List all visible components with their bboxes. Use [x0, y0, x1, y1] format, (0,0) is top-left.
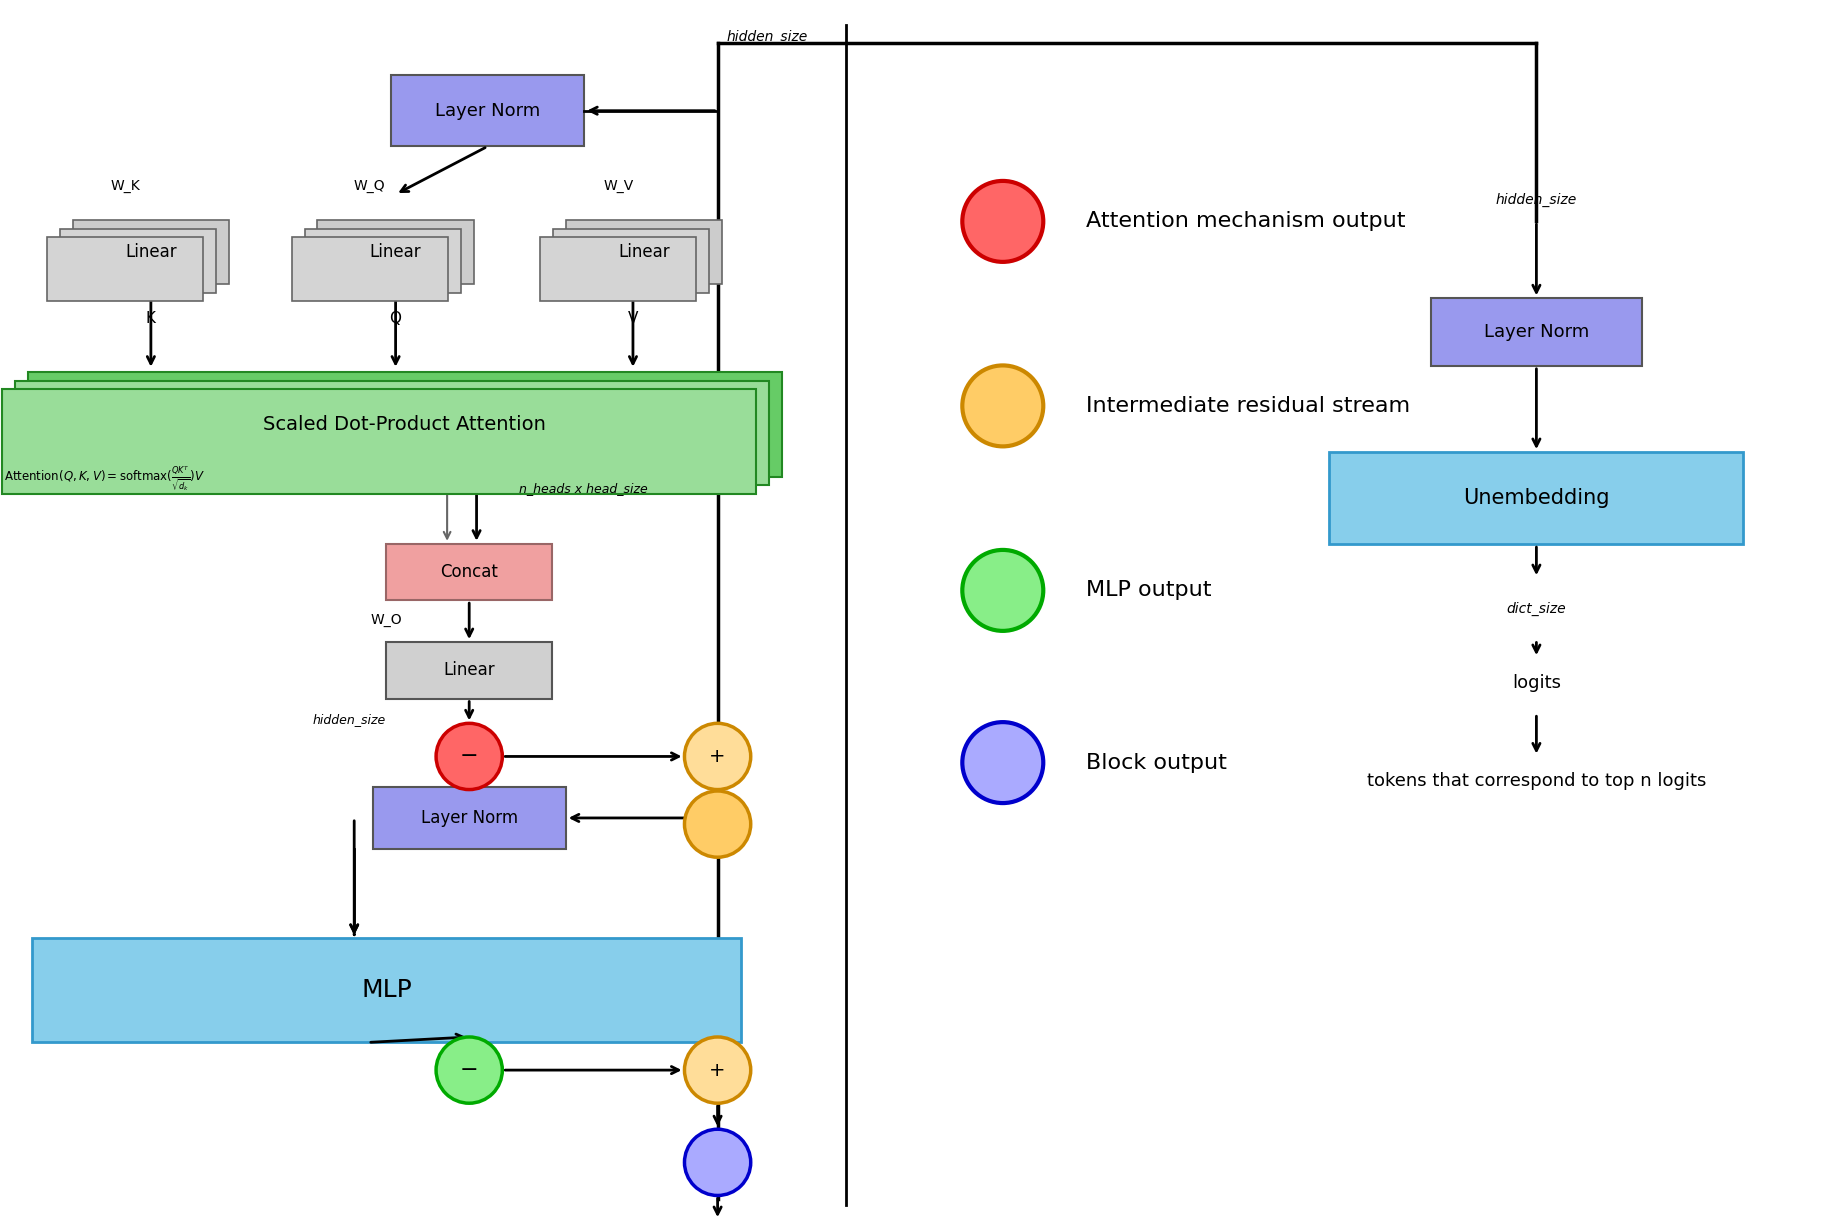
Bar: [48, 237, 204, 301]
Bar: [28, 371, 782, 476]
Ellipse shape: [962, 365, 1043, 446]
Ellipse shape: [962, 550, 1043, 631]
Text: +: +: [710, 747, 725, 766]
Ellipse shape: [436, 723, 502, 790]
Text: Intermediate residual stream: Intermediate residual stream: [1085, 396, 1409, 416]
Text: W_Q: W_Q: [353, 180, 386, 193]
Text: logits: logits: [1512, 674, 1559, 691]
Text: Layer Norm: Layer Norm: [434, 102, 541, 119]
Text: Linear: Linear: [370, 244, 421, 261]
Text: W_V: W_V: [603, 180, 633, 193]
Text: MLP output: MLP output: [1085, 581, 1210, 600]
Ellipse shape: [684, 1129, 750, 1196]
Bar: [386, 642, 552, 699]
Text: hidden_size: hidden_size: [313, 713, 386, 727]
Ellipse shape: [684, 723, 750, 790]
Text: hidden_size: hidden_size: [726, 30, 807, 44]
Text: dict_size: dict_size: [1506, 601, 1565, 616]
Ellipse shape: [684, 1037, 750, 1103]
Bar: [74, 220, 230, 284]
Bar: [15, 381, 769, 485]
Text: Scaled Dot-Product Attention: Scaled Dot-Product Attention: [263, 415, 546, 434]
Text: +: +: [710, 1060, 725, 1080]
Bar: [541, 237, 695, 301]
Bar: [554, 229, 710, 293]
Text: Q: Q: [390, 311, 401, 326]
Bar: [316, 220, 474, 284]
Ellipse shape: [962, 722, 1043, 803]
Text: −: −: [460, 747, 478, 766]
Bar: [371, 787, 566, 849]
Bar: [386, 544, 552, 600]
Bar: [2, 389, 756, 493]
Text: Block output: Block output: [1085, 753, 1227, 772]
Text: V: V: [627, 311, 638, 326]
Bar: [1328, 453, 1743, 544]
Text: Attention mechanism output: Attention mechanism output: [1085, 212, 1405, 231]
Bar: [59, 229, 217, 293]
Ellipse shape: [684, 791, 750, 857]
Text: MLP: MLP: [360, 978, 412, 1002]
Text: Linear: Linear: [618, 244, 669, 261]
Text: tokens that correspond to top n logits: tokens that correspond to top n logits: [1366, 772, 1705, 790]
Text: Concat: Concat: [440, 563, 498, 581]
Text: −: −: [460, 1060, 478, 1080]
Text: Linear: Linear: [125, 244, 177, 261]
Text: Linear: Linear: [443, 662, 495, 679]
Text: n_heads x head_size: n_heads x head_size: [519, 482, 647, 496]
Text: Layer Norm: Layer Norm: [421, 809, 517, 827]
Bar: [291, 237, 449, 301]
Bar: [31, 937, 739, 1043]
Text: Layer Norm: Layer Norm: [1482, 323, 1589, 341]
Text: W_O: W_O: [370, 614, 403, 627]
Text: K: K: [145, 311, 156, 326]
Ellipse shape: [962, 181, 1043, 262]
Bar: [392, 75, 585, 146]
Text: Unembedding: Unembedding: [1462, 488, 1609, 508]
Text: W_K: W_K: [110, 180, 140, 193]
Bar: [1431, 298, 1640, 367]
Bar: [566, 220, 723, 284]
Bar: [303, 229, 462, 293]
Ellipse shape: [436, 1037, 502, 1103]
Text: hidden_size: hidden_size: [1495, 193, 1576, 207]
Text: $\mathrm{Attention}(Q,K,V)=\mathrm{softmax}(\frac{QK^T}{\sqrt{d_k}})V$: $\mathrm{Attention}(Q,K,V)=\mathrm{softm…: [4, 465, 204, 494]
